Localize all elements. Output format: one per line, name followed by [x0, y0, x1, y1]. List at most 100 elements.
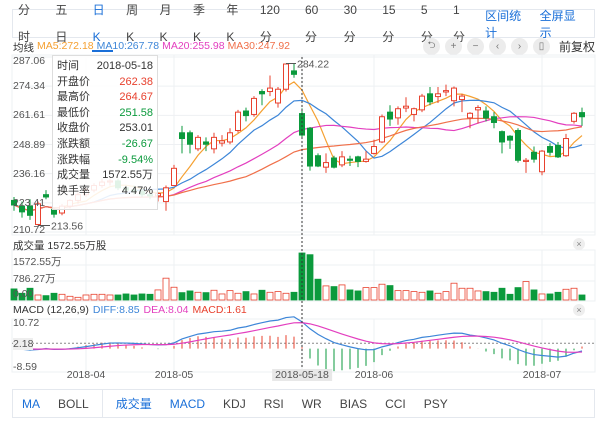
- ma-value-3: MA30:247.92: [227, 40, 291, 52]
- candle: [235, 109, 241, 133]
- tab-8[interactable]: 60分: [304, 2, 319, 44]
- tab-0[interactable]: 分时: [18, 2, 31, 44]
- volume-bar: [378, 283, 386, 301]
- tooltip-value: 253.01: [119, 122, 153, 135]
- volume-bar: [210, 289, 218, 301]
- volume-bar: [330, 286, 338, 301]
- candle-body: [283, 63, 289, 90]
- price-tick: 261.61: [13, 109, 46, 122]
- volume-bar: [530, 289, 538, 301]
- tooltip-value: 4.47%: [121, 184, 153, 197]
- volume-bar: [522, 281, 530, 301]
- indicator-tab-kdj[interactable]: KDJ: [223, 396, 246, 411]
- chevron-right-icon[interactable]: ›: [510, 38, 528, 55]
- indicator-tab-psy[interactable]: PSY: [423, 396, 448, 411]
- tab-10[interactable]: 15分: [382, 2, 396, 44]
- volume-bar: [546, 293, 554, 301]
- indicator-tab-macd[interactable]: MACD: [169, 396, 206, 411]
- close-macd-icon[interactable]: ×: [573, 304, 585, 316]
- candle: [539, 149, 545, 176]
- candle-body: [35, 203, 41, 225]
- tab-3[interactable]: 周K: [126, 2, 139, 44]
- indicator-tab-rsi[interactable]: RSI: [263, 396, 284, 411]
- tab-9[interactable]: 30分: [343, 2, 357, 44]
- candle-body: [331, 157, 337, 168]
- volume-bar: [226, 290, 234, 301]
- tooltip-row: 涨跌额 -26.67: [57, 137, 153, 153]
- volume-bar: [234, 292, 242, 301]
- volume-bar: [98, 293, 106, 301]
- candle: [251, 96, 257, 117]
- low-marker-label: 213.56: [51, 220, 83, 232]
- chevron-left-icon[interactable]: ‹: [488, 38, 506, 55]
- tab-4[interactable]: 月K: [159, 2, 172, 44]
- candle-body: [403, 105, 409, 109]
- macd-tick: 2.18: [13, 338, 34, 351]
- candle: [203, 137, 209, 152]
- volume-bar: [162, 277, 170, 301]
- candle: [475, 105, 481, 124]
- candle-body: [395, 108, 401, 119]
- volume-bar: [474, 290, 482, 301]
- candle-body: [235, 111, 241, 131]
- volume-bar: [258, 289, 266, 301]
- candle: [187, 130, 193, 154]
- tooltip-row: 开盘价 262.38: [57, 75, 153, 91]
- volume-bar: [130, 294, 138, 301]
- volume-bar: [146, 293, 154, 301]
- indicator-tab-wr[interactable]: WR: [301, 396, 322, 411]
- candle-body: [363, 158, 369, 162]
- tab-5[interactable]: 季K: [192, 2, 205, 44]
- candle: [275, 86, 281, 108]
- macd-tick: -8.59: [13, 361, 37, 373]
- candle-body: [507, 135, 513, 141]
- volume-bar: [458, 287, 466, 301]
- high-marker-label: 284.22: [297, 59, 329, 71]
- candle: [411, 107, 417, 122]
- indicator-tab-ma[interactable]: MA: [22, 396, 40, 411]
- candle-body: [203, 141, 209, 145]
- candle-body: [179, 132, 185, 140]
- candle-body: [499, 131, 505, 143]
- range-stats-link[interactable]: 区间统计: [485, 8, 522, 40]
- tab-7[interactable]: 120分: [259, 2, 280, 44]
- tooltip-value: 2018-05-18: [96, 60, 153, 72]
- indicator-tab-cci[interactable]: CCI: [385, 396, 406, 411]
- candle-body: [531, 151, 537, 160]
- close-volume-icon[interactable]: ×: [573, 238, 585, 250]
- fullscreen-link[interactable]: 全屏显示: [539, 8, 576, 40]
- ma-value-1: MA10:267.78: [96, 40, 160, 52]
- candle: [419, 93, 425, 113]
- candle-body: [11, 199, 17, 206]
- candle: [43, 190, 49, 200]
- volume-bar: [26, 287, 34, 301]
- undo-icon[interactable]: ⮌: [422, 38, 440, 55]
- candle: [363, 151, 369, 163]
- candle: [11, 196, 17, 211]
- macd-name: MACD (12,26,9): [13, 304, 89, 316]
- adjust-selector[interactable]: 前复权: [558, 40, 595, 54]
- zoom-out-icon[interactable]: −: [466, 38, 484, 55]
- candle-body: [579, 112, 585, 118]
- volume-bar: [202, 292, 210, 301]
- indicator-tab-bias[interactable]: BIAS: [339, 396, 368, 411]
- tab-2[interactable]: 日K: [91, 0, 114, 52]
- zoom-in-icon[interactable]: +: [444, 38, 462, 55]
- indicator-tab-boll[interactable]: BOLL: [58, 396, 89, 411]
- candle-icon[interactable]: ▯: [532, 38, 550, 55]
- volume-bar: [346, 289, 354, 301]
- tab-1[interactable]: 五日: [55, 2, 68, 44]
- candle: [483, 106, 489, 122]
- candle: [19, 201, 25, 218]
- candle: [315, 153, 321, 168]
- tooltip-label: 最低价: [57, 106, 90, 119]
- indicator-tab-成交量[interactable]: 成交量: [115, 397, 152, 411]
- volume-bar: [354, 290, 362, 301]
- volume-bar: [18, 292, 26, 301]
- volume-bar: [82, 294, 90, 301]
- candle: [387, 105, 393, 126]
- period-tab-bar: 分时 五日 日K 周K 月K 季K 年K 120分 60分 30分 15分 5分 1分 区间统计 全屏显示: [12, 3, 595, 52]
- tab-6[interactable]: 年K: [226, 2, 239, 44]
- tooltip-row: 成交量 1572.55万: [57, 168, 153, 184]
- ma-label: 均线: [13, 42, 34, 54]
